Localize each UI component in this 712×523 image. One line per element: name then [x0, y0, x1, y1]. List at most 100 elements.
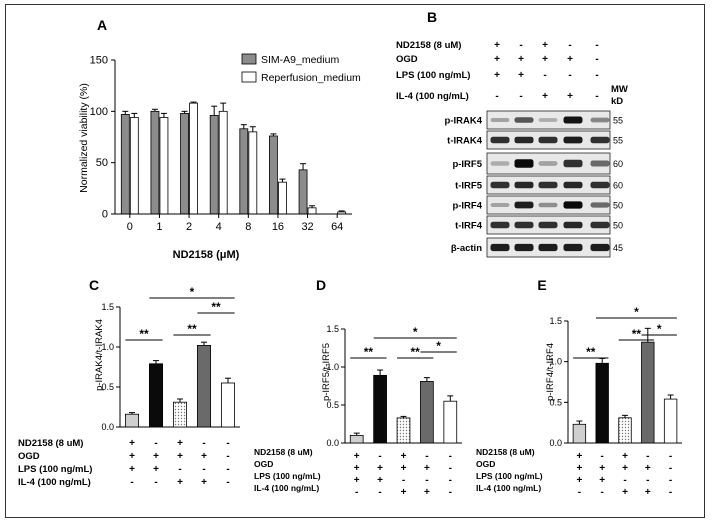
blot-band: [563, 136, 583, 144]
bar: [443, 400, 458, 444]
panel-c: C p-IRAK4/t-IRAK4 0.00.51.01.5** ***** ND…: [18, 277, 240, 488]
condition-sign: -: [578, 487, 581, 498]
panel-b-blots: p-IRAK4 55 t-IRAK4 55 p-IRF5 60 t-IRF5 60 p-IRF4…: [445, 110, 623, 258]
condition-sign: -: [449, 487, 452, 498]
condition-label: ND2158 (8 uM): [254, 447, 313, 457]
panel-a-ylabel: Normalized viability (%): [78, 83, 90, 193]
condition-sign: -: [226, 464, 229, 475]
bar: [618, 417, 632, 444]
condition-label: LPS (100 ng/mL): [18, 464, 92, 475]
condition-sign: +: [599, 463, 605, 474]
condition-sign: +: [401, 451, 407, 462]
blot-band: [590, 117, 610, 123]
bar: [595, 362, 609, 444]
y-tick-label: 0.5: [101, 382, 114, 392]
panel-c-label: C: [89, 277, 99, 293]
bar-reperfusion: [218, 110, 228, 215]
condition-sign: +: [153, 451, 159, 462]
legend-label-sim: SIM-A9_medium: [261, 54, 339, 66]
blot-label: β-actin: [451, 243, 482, 254]
condition-sign: -: [202, 438, 205, 449]
condition-sign: +: [201, 477, 207, 488]
significance-mark: **: [411, 345, 421, 359]
panel-a-label: A: [97, 17, 107, 33]
condition-sign: +: [354, 451, 360, 462]
condition-sign: +: [645, 487, 651, 498]
condition-sign: -: [449, 463, 452, 474]
condition-sign: -: [154, 438, 157, 449]
condition-sign: +: [542, 91, 548, 102]
condition-sign: -: [449, 451, 452, 462]
bar-reperfusion: [307, 207, 317, 215]
significance-mark: **: [586, 345, 596, 359]
blot-mw: 45: [613, 243, 623, 253]
significance-mark: *: [436, 339, 441, 353]
condition-label: LPS (100 ng/mL): [476, 471, 543, 481]
condition-sign: -: [601, 487, 604, 498]
condition-sign: -: [669, 463, 672, 474]
condition-sign: +: [177, 477, 183, 488]
condition-sign: -: [226, 438, 229, 449]
condition-sign: +: [129, 464, 135, 475]
condition-sign: -: [226, 477, 229, 488]
kd-header: kD: [611, 96, 623, 107]
condition-label: ND2158 (8 uM): [476, 447, 535, 457]
panel-e-label: E: [537, 277, 546, 293]
bar: [172, 401, 187, 428]
significance-mark: **: [187, 322, 197, 336]
blot-label: t-IRF4: [455, 221, 483, 232]
condition-sign: -: [130, 477, 133, 488]
condition-sign: -: [568, 40, 571, 51]
condition-sign: +: [576, 451, 582, 462]
bar: [349, 434, 364, 444]
condition-sign: +: [494, 40, 500, 51]
blot-mw: 50: [613, 201, 623, 211]
bar: [148, 363, 163, 428]
condition-sign: -: [154, 477, 157, 488]
condition-sign: -: [226, 451, 229, 462]
condition-sign: -: [495, 91, 498, 102]
blot-band: [538, 118, 558, 122]
condition-sign: -: [378, 451, 381, 462]
condition-sign: -: [402, 475, 405, 486]
condition-sign: +: [401, 463, 407, 474]
condition-sign: -: [425, 475, 428, 486]
condition-sign: +: [153, 464, 159, 475]
legend-label-reperfusion: Reperfusion_medium: [261, 72, 361, 84]
bar-reperfusion: [248, 131, 258, 215]
blot-band: [490, 202, 510, 208]
panel-a-axes: [114, 60, 352, 215]
figure-frame: [5, 4, 705, 518]
x-tick-label: 1: [156, 221, 162, 233]
x-tick-label: 8: [245, 221, 251, 233]
panel-a-xlabel: ND2158 (μM): [173, 249, 240, 261]
condition-label: IL-4 (100 ng/mL): [396, 91, 469, 102]
blot-label: p-IRAK4: [445, 116, 483, 127]
blot-band: [514, 136, 534, 144]
bar-sim: [298, 169, 308, 215]
condition-sign: +: [622, 487, 628, 498]
panel-e-ylabel: p-IRF4/t-IRF4: [545, 343, 556, 401]
condition-sign: -: [568, 70, 571, 81]
blot-band: [590, 181, 610, 189]
y-tick-label: 0.0: [549, 438, 562, 448]
panel-b-label: B: [427, 9, 437, 25]
condition-label: OGD: [18, 451, 40, 462]
condition-sign: -: [669, 475, 672, 486]
condition-sign: +: [424, 463, 430, 474]
significance-mark: *: [657, 322, 662, 336]
blot-band: [563, 116, 583, 124]
panel-b: B ND2158 (8 uM) + - + - - OGD + + + + - LPS (100 ng/…: [396, 9, 628, 258]
blot-band: [563, 243, 583, 252]
condition-sign: +: [542, 40, 548, 51]
condition-sign: -: [595, 91, 598, 102]
panel-c-ylabel: p-IRAK4/t-IRAK4: [94, 319, 105, 391]
condition-sign: +: [599, 475, 605, 486]
condition-sign: +: [622, 451, 628, 462]
blot-mw: 55: [613, 136, 623, 146]
condition-sign: +: [542, 54, 548, 65]
panel-c-plot: 0.00.51.01.5** *****: [101, 285, 240, 432]
condition-sign: +: [129, 438, 135, 449]
condition-sign: -: [646, 475, 649, 486]
